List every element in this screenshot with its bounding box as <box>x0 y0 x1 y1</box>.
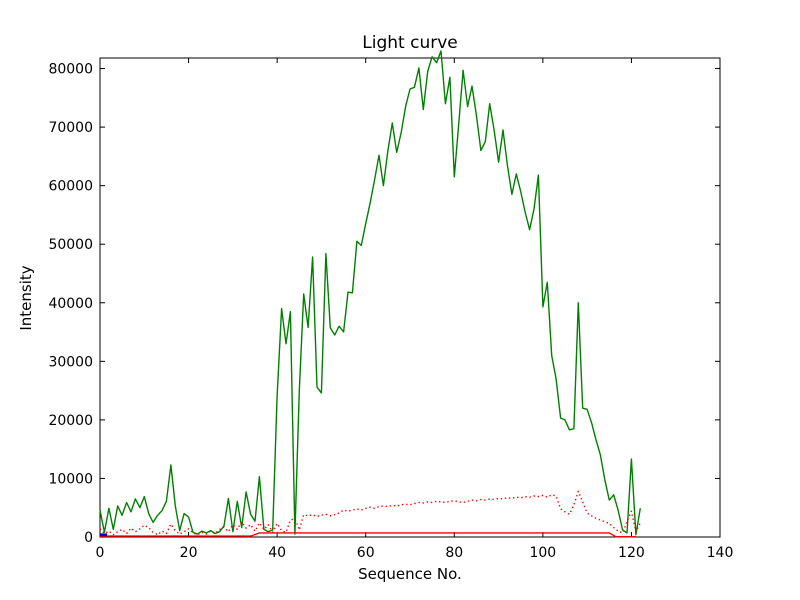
y-tick-label: 40000 <box>48 296 93 312</box>
y-tick-label: 80000 <box>48 62 93 78</box>
y-tick-label: 30000 <box>48 354 93 370</box>
y-tick-label: 20000 <box>48 413 93 429</box>
y-tick-label: 0 <box>84 530 93 546</box>
x-tick-label: 100 <box>529 545 556 561</box>
main-intensity-green-line <box>99 50 641 536</box>
axes-frame <box>99 57 721 538</box>
y-tick-label: 70000 <box>48 120 93 136</box>
y-axis-label: Intensity <box>17 265 35 331</box>
x-tick-label: 120 <box>618 545 645 561</box>
y-tick-label: 10000 <box>48 471 93 487</box>
baseline-solid-red-line <box>100 532 636 538</box>
x-tick-label: 0 <box>96 545 105 561</box>
secondary-intensity-dotted-red-line <box>99 490 641 536</box>
x-tick-label: 140 <box>707 545 734 561</box>
chart-title: Light curve <box>362 33 458 53</box>
x-tick-label: 60 <box>357 545 375 561</box>
y-tick-label: 60000 <box>48 179 93 195</box>
y-tick-label: 50000 <box>48 237 93 253</box>
x-tick-label: 80 <box>445 545 463 561</box>
x-axis-label: Sequence No. <box>358 565 462 583</box>
x-tick-label: 20 <box>180 545 198 561</box>
x-tick-label: 40 <box>268 545 286 561</box>
